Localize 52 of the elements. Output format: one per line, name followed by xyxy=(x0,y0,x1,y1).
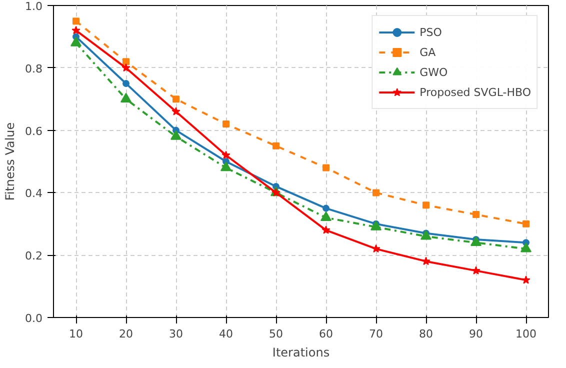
point xyxy=(522,276,530,284)
y-tick-label: 0.0 xyxy=(25,312,43,325)
point xyxy=(170,130,182,140)
x-axis-title: Iterations xyxy=(272,346,330,360)
point xyxy=(172,107,180,116)
point xyxy=(370,220,382,230)
point xyxy=(72,18,80,25)
point xyxy=(122,63,130,72)
y-tick-label: 0.8 xyxy=(25,62,43,76)
y-tick-label: 0.2 xyxy=(25,250,43,263)
x-tick-label: 20 xyxy=(119,328,133,340)
point xyxy=(122,80,130,87)
point xyxy=(322,204,330,212)
point xyxy=(72,26,80,34)
legend-label: Proposed SVGL-HBO xyxy=(420,86,531,98)
x-tick-label: 70 xyxy=(369,328,383,340)
point xyxy=(372,189,380,196)
point xyxy=(272,142,280,150)
y-tick-label: 0.6 xyxy=(25,124,43,138)
point xyxy=(422,202,430,209)
y-tick-label: 0.4 xyxy=(25,187,43,200)
x-tick-label: 10 xyxy=(69,328,83,340)
x-tick-label: 30 xyxy=(169,328,183,340)
legend-label: GA xyxy=(420,46,437,58)
point xyxy=(322,226,330,234)
point xyxy=(120,92,132,102)
point xyxy=(470,236,482,246)
point xyxy=(222,120,230,128)
y-tick-label: 1.0 xyxy=(25,0,43,13)
legend-label: GWO xyxy=(420,66,448,78)
x-tick-label: 60 xyxy=(319,328,333,340)
point xyxy=(222,150,230,159)
x-tick-label: 100 xyxy=(516,328,536,340)
x-tick-label: 90 xyxy=(469,328,483,340)
point xyxy=(472,211,480,218)
x-tick-label: 40 xyxy=(219,328,233,340)
point xyxy=(220,161,232,172)
point xyxy=(372,244,380,253)
point xyxy=(122,58,130,66)
point xyxy=(322,164,330,172)
point xyxy=(70,36,82,46)
point xyxy=(420,230,432,240)
x-tick-label: 80 xyxy=(419,328,433,340)
point xyxy=(522,220,530,228)
point xyxy=(472,266,480,274)
y-axis-title: Fitness Value xyxy=(3,122,18,201)
point xyxy=(520,242,532,252)
point xyxy=(422,256,430,266)
x-tick-label: 50 xyxy=(269,328,283,340)
legend-label: PSO xyxy=(420,26,442,38)
point xyxy=(172,96,180,103)
point xyxy=(320,211,332,222)
